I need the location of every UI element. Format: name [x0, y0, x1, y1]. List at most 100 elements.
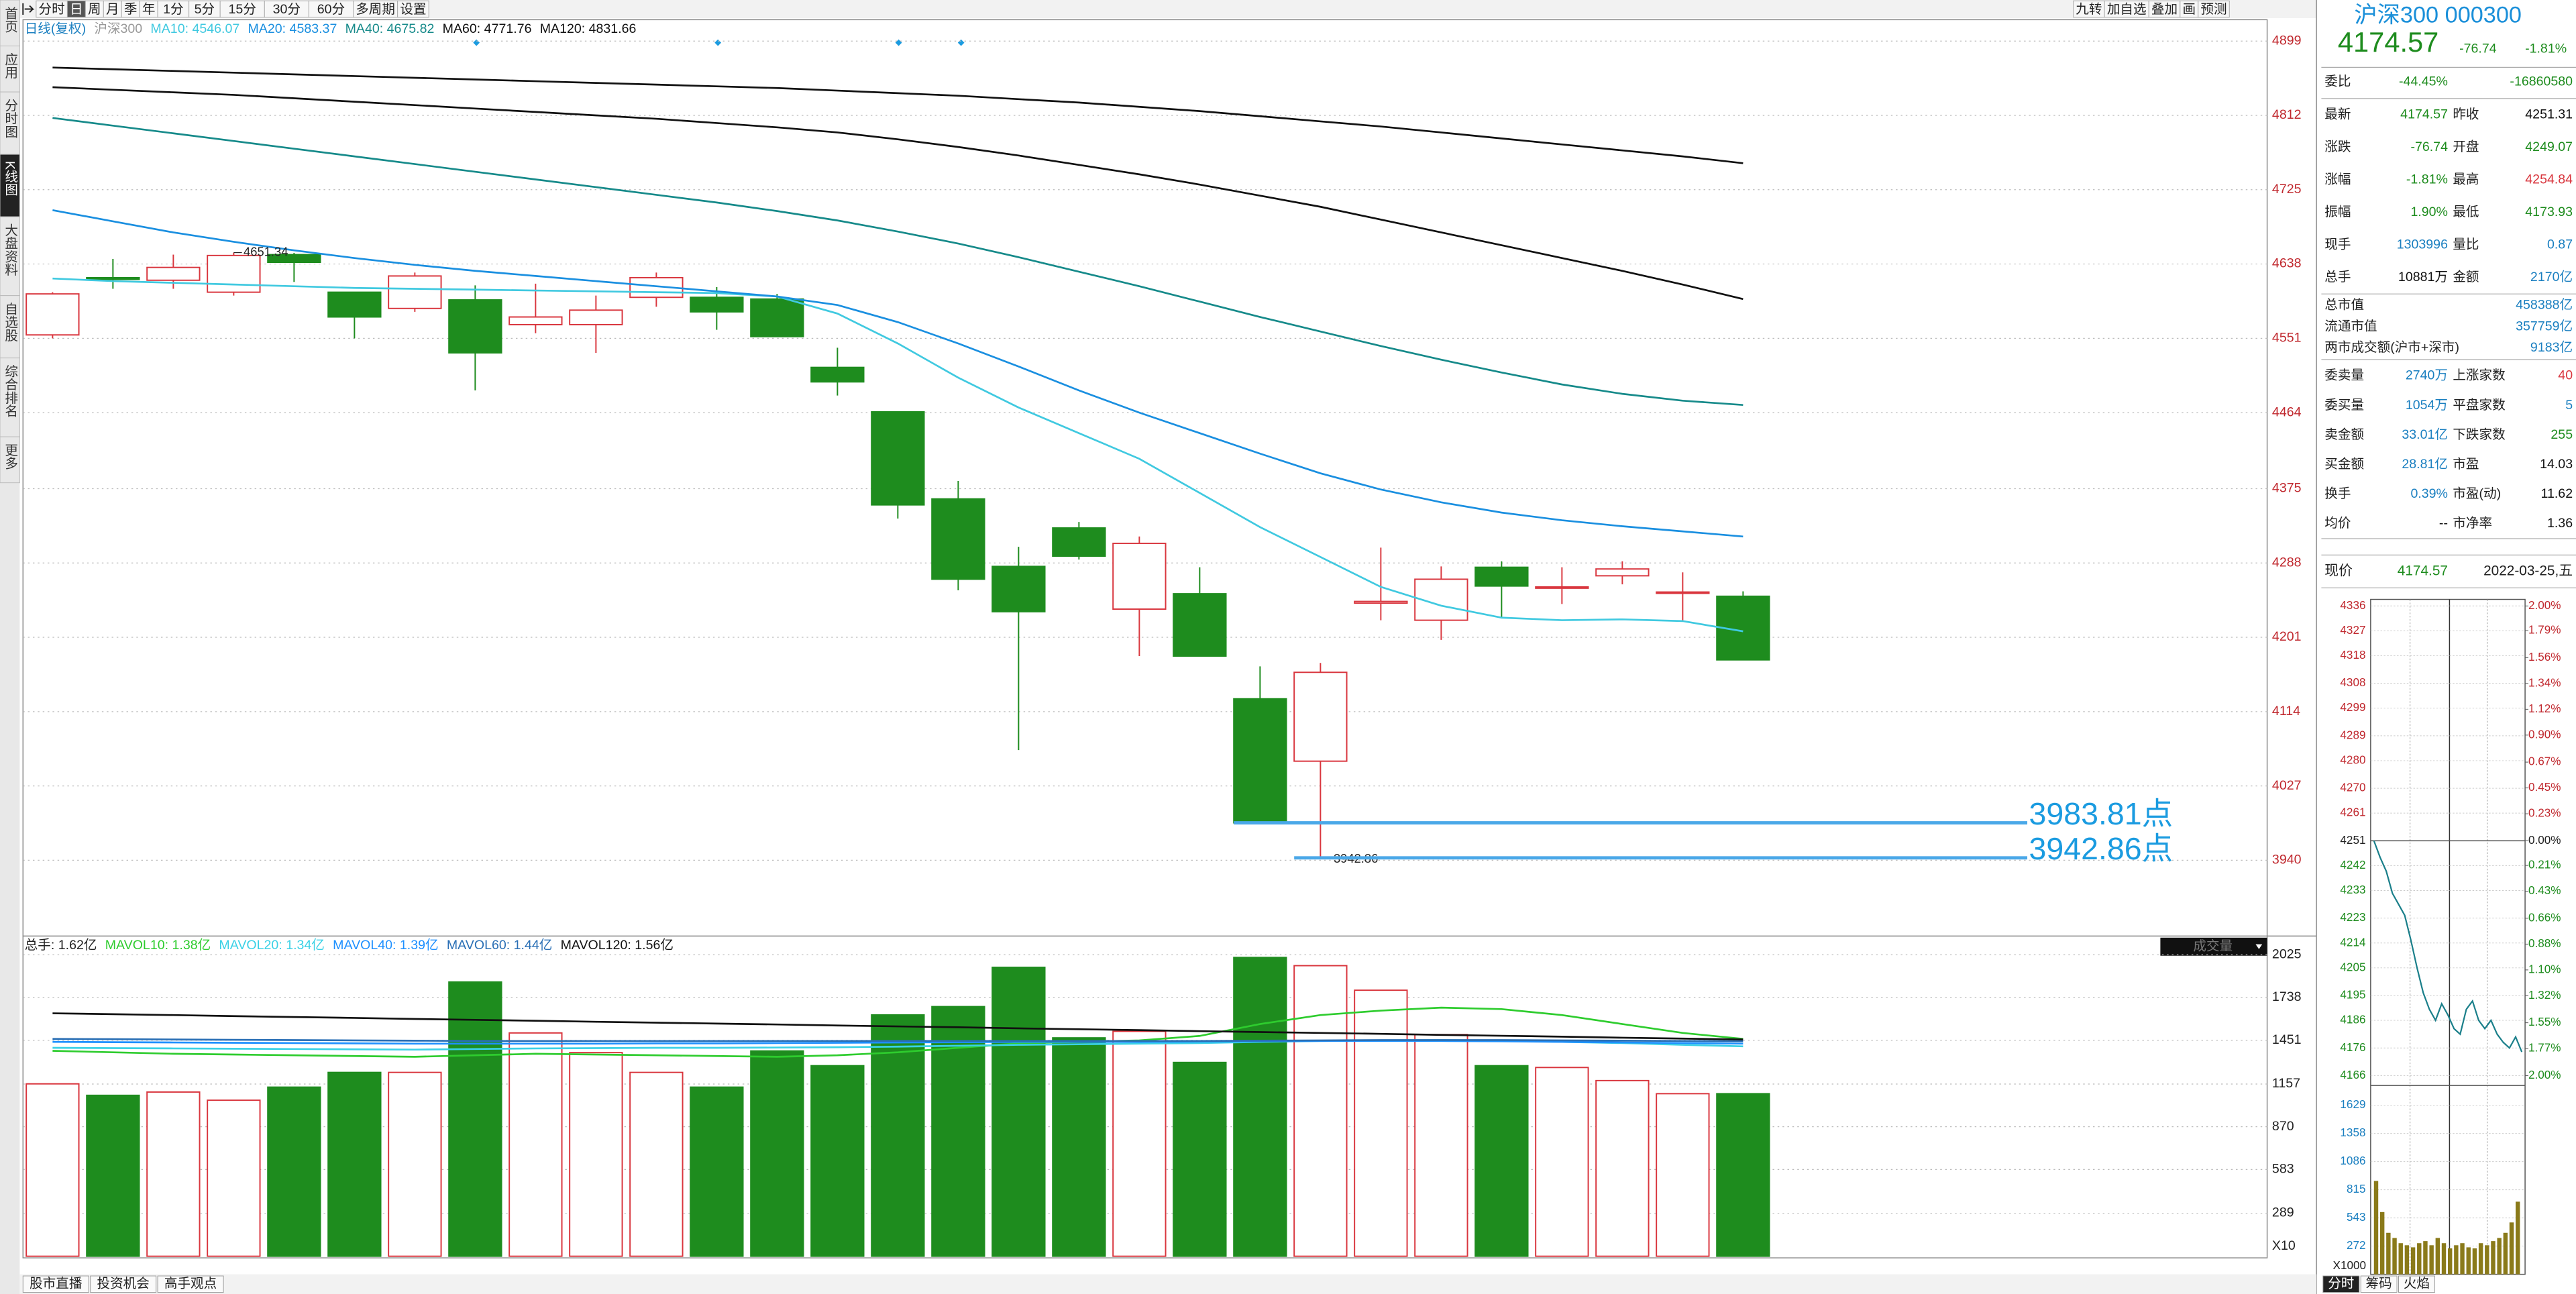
toolbar-button[interactable]	[66, 0, 86, 18]
y2-tick-label: 1.32%	[2528, 988, 2561, 1002]
volume-bar	[25, 1083, 80, 1257]
now-price: 4174.57	[2398, 563, 2448, 578]
toolbar-button[interactable]	[36, 0, 68, 18]
toolbar-label[interactable]: 年	[142, 2, 156, 17]
sidebar-tab[interactable]	[0, 216, 20, 296]
toolbar-button[interactable]	[308, 0, 354, 18]
toolbar-right-label[interactable]: 加自选	[2107, 2, 2147, 17]
quote-label: 涨跌	[2324, 140, 2351, 154]
sidebar-label[interactable]: 综合排名	[3, 364, 18, 417]
toolbar-label[interactable]: 5分	[195, 2, 215, 17]
toolbar-right-button[interactable]	[2073, 0, 2105, 18]
bottom-tab[interactable]	[157, 1275, 224, 1293]
toolbar-right-label[interactable]: 画	[2182, 2, 2196, 17]
volume-unit: X10	[2272, 1238, 2296, 1253]
toolbar-button[interactable]	[219, 0, 265, 18]
candle-body	[207, 254, 261, 293]
toolbar-label[interactable]: 日	[70, 2, 83, 17]
dropdown-bg[interactable]	[2160, 937, 2267, 956]
toolbar-button[interactable]	[189, 0, 221, 18]
right-tab-label[interactable]: 筹码	[2366, 1276, 2392, 1291]
quote-value: -1.81%	[2406, 172, 2448, 186]
y2-tick-label: 1.55%	[2528, 1015, 2561, 1028]
dropdown-label[interactable]: 成交量	[2193, 938, 2233, 953]
volume-legend-item: MAVOL20: 1.34亿	[219, 938, 324, 953]
sidebar-label[interactable]: K线图	[3, 161, 18, 196]
volume-bar	[1052, 1037, 1106, 1257]
sidebar-label[interactable]: 分时图	[3, 99, 18, 138]
toolbar-right-button[interactable]	[2198, 0, 2230, 18]
bottom-tab[interactable]	[90, 1275, 157, 1293]
quote-value: 2740万	[2406, 368, 2448, 383]
right-tab[interactable]	[2360, 1275, 2398, 1293]
vol-tick-label: 1629	[2340, 1097, 2365, 1111]
right-tab-label[interactable]: 火焰	[2404, 1276, 2430, 1291]
toolbar-label[interactable]: 30分	[273, 2, 301, 17]
quote-value: 10881万	[2398, 270, 2448, 284]
sidebar-label[interactable]: 更多	[3, 443, 18, 470]
y2-tick-label: 1.79%	[2528, 623, 2561, 637]
y2-tick-label: 0.00%	[2528, 833, 2561, 847]
toolbar-button[interactable]	[103, 0, 122, 18]
y-tick-label: 4336	[2340, 598, 2365, 612]
candle-body	[569, 309, 623, 325]
toolbar-right-label[interactable]: 预测	[2200, 2, 2226, 17]
volume-bar	[1656, 1093, 1710, 1257]
right-tab[interactable]	[2322, 1275, 2360, 1293]
candle-body	[448, 299, 502, 354]
toolbar-label[interactable]: 15分	[229, 2, 256, 17]
toolbar-label[interactable]: 设置	[400, 2, 426, 17]
sidebar-label[interactable]: 大盘资料	[3, 223, 18, 276]
toolbar-label[interactable]: 1分	[163, 2, 183, 17]
sidebar-label[interactable]: 自选股	[3, 302, 18, 341]
right-tab-label[interactable]: 分时	[2328, 1276, 2354, 1291]
y-tick-label: 4725	[2272, 182, 2302, 197]
toolbar-button[interactable]	[85, 0, 104, 18]
candle-body	[86, 276, 140, 280]
toolbar-button[interactable]	[397, 0, 429, 18]
sidebar-tab[interactable]	[0, 436, 20, 484]
toolbar-label[interactable]: 60分	[317, 2, 345, 17]
toolbar-right-button[interactable]	[2180, 0, 2199, 18]
bottom-tab-label[interactable]: 股市直播	[30, 1276, 83, 1291]
volume-bar	[750, 1050, 804, 1257]
sidebar-tab[interactable]	[0, 46, 20, 93]
sidebar-label[interactable]: 应用	[3, 52, 18, 78]
dropdown-arrow[interactable]	[2255, 944, 2263, 949]
sidebar-tab[interactable]	[0, 358, 20, 437]
weibi-pct: -44.45%	[2399, 74, 2448, 89]
candle-body	[25, 293, 80, 336]
sidebar-label[interactable]: 首页	[3, 7, 18, 33]
bottom-tab-label[interactable]: 高手观点	[164, 1276, 217, 1291]
bottom-tab[interactable]	[22, 1275, 89, 1293]
quote-label: 昨收	[2453, 107, 2479, 122]
quote-value: 0.39%	[2410, 486, 2448, 501]
quote-label: 均价	[2324, 516, 2351, 531]
volume-bar	[1293, 965, 1348, 1257]
bottom-tab-label[interactable]: 投资机会	[97, 1276, 150, 1291]
y-tick-label: 3940	[2272, 853, 2302, 867]
toolbar-label[interactable]: 分时	[39, 2, 65, 17]
mavol-line	[52, 1012, 1743, 1040]
volume-legend-item: 总手: 1.62亿	[25, 938, 97, 953]
toolbar-right-label[interactable]: 九转	[2076, 2, 2102, 17]
volume-bar	[1354, 989, 1408, 1257]
toolbar-button[interactable]	[264, 0, 309, 18]
sidebar-tab[interactable]	[0, 154, 20, 217]
right-tab[interactable]	[2398, 1275, 2435, 1293]
sidebar-tab[interactable]	[0, 0, 20, 47]
sidebar-tab[interactable]	[0, 295, 20, 359]
toolbar-label[interactable]: 多周期	[356, 2, 395, 17]
volume-bar	[871, 1014, 925, 1257]
now-date: 2022-03-25,五	[2483, 563, 2573, 578]
toolbar-label[interactable]: 周	[88, 2, 101, 17]
toolbar-label[interactable]: 季	[124, 2, 138, 17]
toolbar-right-label[interactable]: 叠加	[2151, 2, 2178, 17]
intraday-volume-bar	[2516, 1201, 2520, 1275]
toolbar-button[interactable]	[157, 0, 190, 18]
legend-item: 日线(复权)	[25, 21, 86, 36]
sidebar-tab[interactable]	[0, 91, 20, 155]
y-tick-label: 4223	[2340, 910, 2365, 924]
y-tick-label: 4280	[2340, 753, 2365, 766]
toolbar-label[interactable]: 月	[106, 2, 119, 17]
